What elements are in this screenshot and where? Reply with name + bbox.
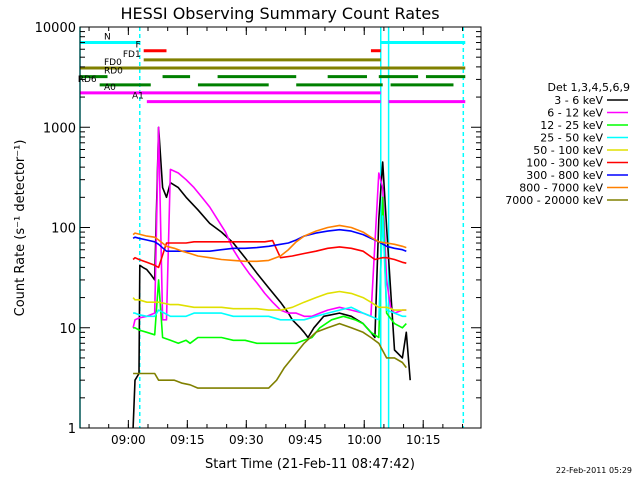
flag-label-f: F [136,41,141,51]
x-tick-label: 10:00 [347,433,382,447]
x-tick-label: 09:15 [170,433,205,447]
legend-title: Det 1,3,4,5,6,9 [547,81,630,94]
x-axis: 09:00 09:15 09:30 09:45 10:00 10:15 [88,27,464,447]
footer-timestamp: 22-Feb-2011 05:29 [556,466,632,475]
legend-label: 12 - 25 keV [540,119,603,132]
flag-label-rd0: RD0 [104,67,123,77]
legend-label: 50 - 100 keV [533,144,603,157]
flag-label-fd0: FD0 [104,58,122,68]
series-line-100-300-kev [132,239,407,269]
y-axis: 1 10 100 1000 10000 [35,21,481,437]
plot-frame [79,26,482,429]
y-axis-label: Count Rate (s⁻¹ detector⁻¹) [13,140,28,317]
series-line-3-6-kev [132,126,411,429]
x-axis-label: Start Time (21-Feb-11 08:47:42) [205,457,415,472]
legend-label: 6 - 12 keV [547,107,603,120]
y-tick-label: 10 [59,322,76,337]
series-line-6-12-kev [132,126,407,328]
y-tick-label: 10000 [35,21,76,36]
flag-label-n: N [104,33,111,43]
legend-label: 7000 - 20000 keV [505,194,603,207]
series-line-12-25-kev [133,196,407,345]
x-tick-label: 10:15 [406,433,441,447]
legend-label: 25 - 50 keV [540,132,603,145]
y-tick-label: 1 [68,422,76,437]
x-tick-label: 09:45 [288,433,323,447]
series-line-25-50-kev [133,215,407,321]
series-line-50-100-kev [132,290,407,311]
series-line-800-7000-kev [132,224,407,263]
legend-label: 800 - 7000 keV [519,182,603,195]
x-tick-label: 09:30 [229,433,264,447]
series-line-300-800-kev [132,228,407,252]
y-tick-label: 1000 [43,121,76,136]
y-tick-label: 100 [51,222,76,237]
legend-label: 300 - 800 keV [526,169,603,182]
chart-title: HESSI Observing Summary Count Rates [120,4,439,23]
x-tick-label: 09:00 [111,433,146,447]
flag-label-a0: A0 [104,83,116,93]
flag-label-rd6: RD6 [78,75,97,85]
series-line-7000-20000-kev [133,322,407,389]
series-lines [132,126,411,429]
legend-label: 100 - 300 keV [526,157,603,170]
flag-label-a1: A1 [132,92,144,102]
legend-label: 3 - 6 keV [554,94,603,107]
flag-label-fd1: FD1 [123,50,141,60]
